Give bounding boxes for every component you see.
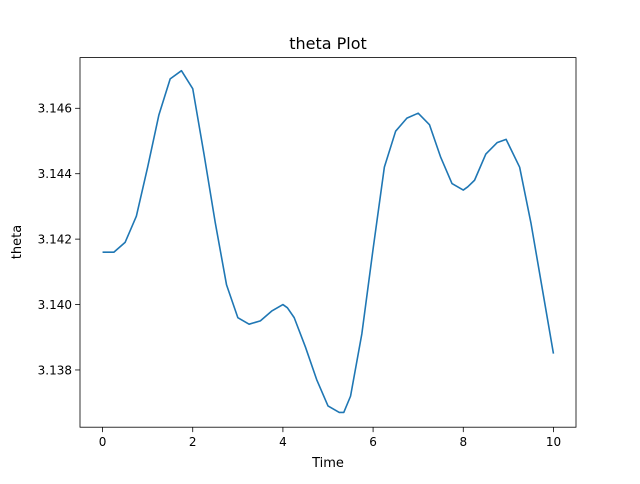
plot-area: 0 2 4 6 8 10 3.138 3.140 3.142 3.144 3.146	[38, 57, 577, 449]
x-axis-label: Time	[311, 456, 344, 471]
x-tick-label: 4	[279, 435, 287, 449]
x-tick-label: 10	[546, 435, 561, 449]
x-tick-label: 0	[99, 435, 107, 449]
series-line-0	[102, 69, 555, 414]
y-tick-label: 3.146	[38, 102, 72, 116]
x-tick-label: 8	[459, 435, 467, 449]
y-tick-label: 3.140	[38, 298, 72, 312]
y-axis-label: theta	[10, 225, 25, 259]
axes-frame	[79, 57, 577, 428]
x-tick-label: 6	[369, 435, 377, 449]
y-tick-label: 3.138	[38, 363, 72, 377]
chart-title: theta Plot	[289, 34, 367, 53]
x-tick-label: 2	[189, 435, 197, 449]
y-tick-label: 3.142	[38, 232, 72, 246]
y-tick-label: 3.144	[38, 167, 72, 181]
